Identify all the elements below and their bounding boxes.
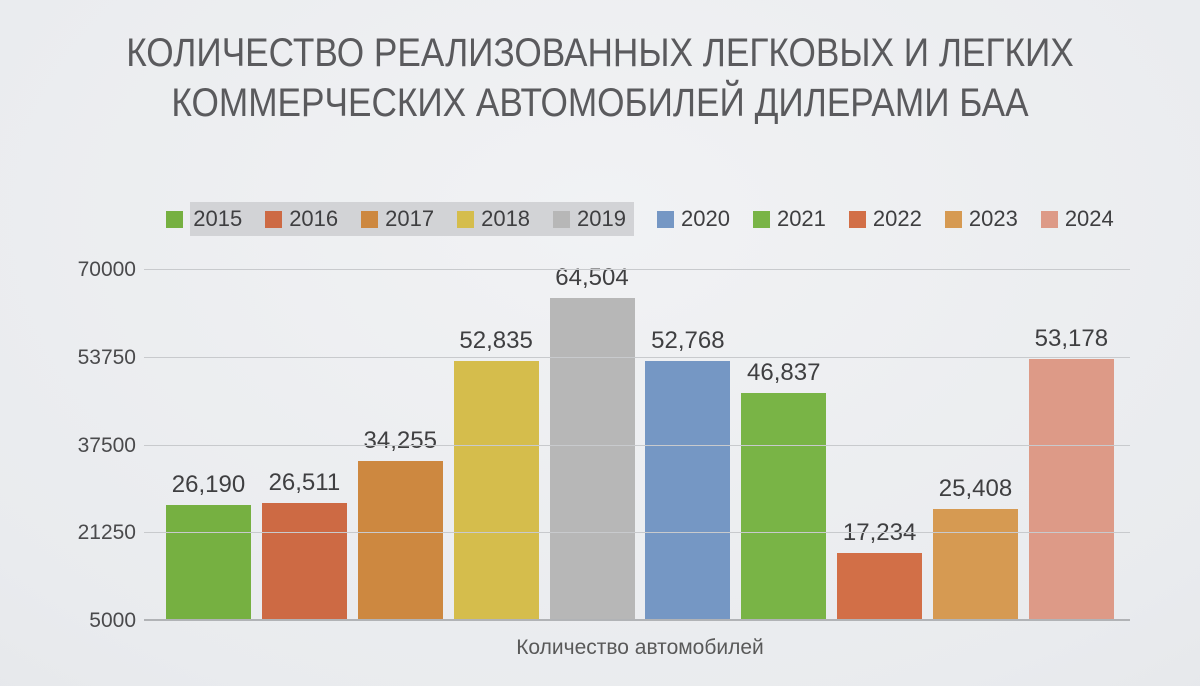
chart-title-line2: КОММЕРЧЕСКИХ АВТОМОБИЛЕЙ ДИЛЕРАМИ БАА — [171, 81, 1029, 125]
legend-swatch-2020 — [657, 210, 674, 228]
legend-item-2022: 2022 — [848, 206, 922, 232]
gridline-53750 — [144, 356, 1130, 358]
y-tick-label-70000: 70000 — [77, 258, 136, 281]
bar-2019 — [549, 297, 635, 619]
legend-item-2023: 2023 — [944, 206, 1018, 232]
y-tick-label-21250: 21250 — [77, 521, 136, 545]
bar-slot-2020: 52,768 — [645, 328, 731, 619]
bar-value-label-2018: 52,835 — [459, 326, 533, 354]
bar-slot-2015: 26,190 — [166, 471, 251, 619]
bar-slot-2021: 46,837 — [741, 360, 827, 619]
legend-item-2018: 2018 — [457, 206, 530, 232]
gridline-37500 — [144, 444, 1130, 446]
gridline-70000 — [144, 269, 1130, 270]
legend-label-2020: 2020 — [681, 206, 730, 231]
legend-label-2019: 2019 — [577, 206, 626, 231]
legend: 2015 2016 2017 2018 2019 2020 2021 2022 2023 2024 — [150, 202, 1130, 236]
legend-swatch-2024 — [1040, 210, 1058, 228]
gridline-21250 — [144, 532, 1130, 534]
legend-item-2016: 2016 — [265, 206, 338, 232]
legend-swatch-2015 — [166, 210, 184, 228]
legend-swatch-2019 — [553, 210, 571, 228]
y-tick-label-5000: 5000 — [89, 609, 136, 632]
legend-label-2023: 2023 — [968, 206, 1018, 231]
x-axis-line — [144, 619, 1130, 621]
plot-area: 26,190 26,511 34,255 52,835 64,504 52,768 46,8… — [144, 264, 1130, 621]
bar-2022 — [837, 552, 923, 619]
bar-slot-2024: 53,178 — [1028, 325, 1114, 619]
y-axis-labels: 5000 21250 37500 53750 70000 — [0, 258, 136, 632]
legend-label-2018: 2018 — [481, 206, 531, 231]
bar-slot-2016: 26,511 — [261, 469, 347, 619]
legend-item-2019: 2019 — [553, 206, 626, 232]
chart-title: КОЛИЧЕСТВО РЕАЛИЗОВАННЫХ ЛЕГКОВЫХ И ЛЕГК… — [72, 28, 1128, 128]
bar-2017 — [357, 461, 443, 619]
bar-slot-2022: 17,234 — [837, 519, 923, 619]
x-axis-title: Количество автомобилей — [516, 636, 764, 659]
bar-2015 — [166, 504, 251, 619]
bars: 26,190 26,511 34,255 52,835 64,504 52,768 46,8… — [166, 264, 1114, 619]
legend-label-2016: 2016 — [289, 206, 339, 231]
bar-slot-2019: 64,504 — [549, 264, 635, 619]
legend-item-2020: 2020 — [657, 206, 730, 232]
bar-value-label-2020: 52,768 — [651, 327, 725, 355]
legend-swatch-2023 — [944, 210, 962, 228]
bar-value-label-2024: 53,178 — [1034, 324, 1109, 352]
legend-label-2015: 2015 — [193, 206, 243, 231]
bar-value-label-2023: 25,408 — [938, 474, 1013, 502]
legend-item-2021: 2021 — [752, 206, 826, 232]
y-tick-label-37500: 37500 — [77, 433, 136, 457]
bar-value-label-2015: 26,190 — [171, 470, 246, 498]
legend-highlight-band: 2015 2016 2017 2018 2019 — [190, 202, 634, 236]
bar-slot-2018: 52,835 — [453, 327, 539, 619]
legend-item-2024: 2024 — [1040, 206, 1114, 232]
bar-2021 — [741, 393, 827, 619]
chart-title-line1: КОЛИЧЕСТВО РЕАЛИЗОВАННЫХ ЛЕГКОВЫХ И ЛЕГК… — [126, 31, 1074, 75]
legend-item-2017: 2017 — [361, 206, 434, 232]
legend-label-2021: 2021 — [776, 206, 826, 231]
bar-2023 — [933, 508, 1018, 619]
y-tick-label-53750: 53750 — [77, 345, 136, 369]
bar-2024 — [1028, 358, 1114, 619]
legend-swatch-2017 — [361, 210, 379, 228]
legend-swatch-2022 — [848, 210, 866, 228]
legend-swatch-2018 — [457, 210, 475, 228]
bar-2020 — [645, 361, 731, 619]
legend-swatch-2021 — [752, 210, 770, 228]
bar-slot-2017: 34,255 — [357, 428, 443, 619]
bar-value-label-2019: 64,504 — [555, 263, 629, 291]
bar-slot-2023: 25,408 — [933, 475, 1018, 619]
legend-label-2022: 2022 — [872, 206, 922, 231]
bar-value-label-2016: 26,511 — [268, 468, 341, 496]
bar-2018 — [453, 360, 539, 619]
bar-value-label-2017: 34,255 — [363, 427, 437, 455]
legend-label-2017: 2017 — [385, 206, 435, 231]
bar-2016 — [261, 502, 347, 619]
legend-label-2024: 2024 — [1064, 206, 1114, 231]
bar-value-label-2021: 46,837 — [747, 359, 821, 387]
legend-swatch-2016 — [265, 210, 283, 228]
